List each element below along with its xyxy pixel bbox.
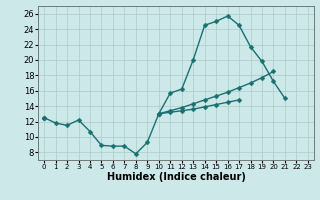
X-axis label: Humidex (Indice chaleur): Humidex (Indice chaleur) (107, 172, 245, 182)
